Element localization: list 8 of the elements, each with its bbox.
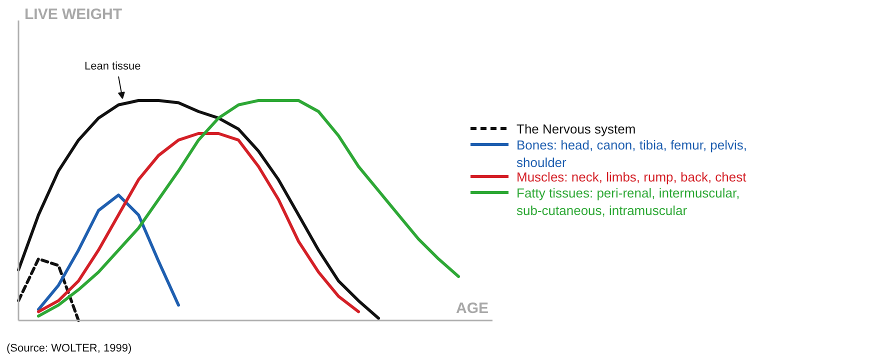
legend-label: The Nervous system xyxy=(516,122,636,136)
text: LIVE WEIGHT xyxy=(24,6,122,23)
x-axis-title: AGE xyxy=(456,300,489,317)
text: (Source: WOLTER, 1999) xyxy=(6,342,132,354)
legend-label: Muscles: neck, limbs, rump, back, chest xyxy=(516,170,747,184)
text: Lean tissue xyxy=(84,60,141,72)
legend-label: Fatty tissues: peri-renal, intermuscular, sub-cutaneous, intramuscular xyxy=(516,186,740,218)
legend-label: Bones: head, canon, tibia, femur, pelvis, shoulder xyxy=(516,138,748,170)
